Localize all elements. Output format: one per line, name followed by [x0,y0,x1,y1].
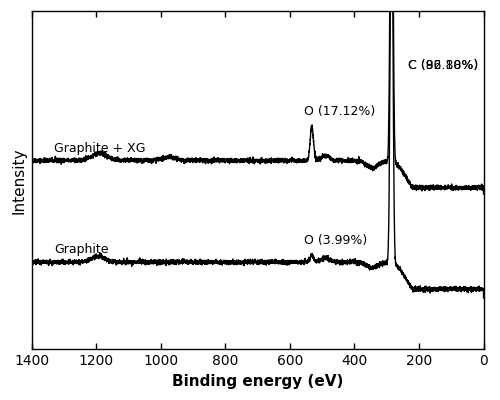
Text: C (82.88%): C (82.88%) [408,59,478,72]
Text: Graphite: Graphite [54,244,109,256]
Text: O (17.12%): O (17.12%) [304,105,376,118]
Text: Graphite + XG: Graphite + XG [54,142,146,155]
Text: O (3.99%): O (3.99%) [304,234,368,246]
X-axis label: Binding energy (eV): Binding energy (eV) [172,374,344,389]
Text: C (96.10%): C (96.10%) [408,59,478,72]
Y-axis label: Intensity: Intensity [11,147,26,214]
